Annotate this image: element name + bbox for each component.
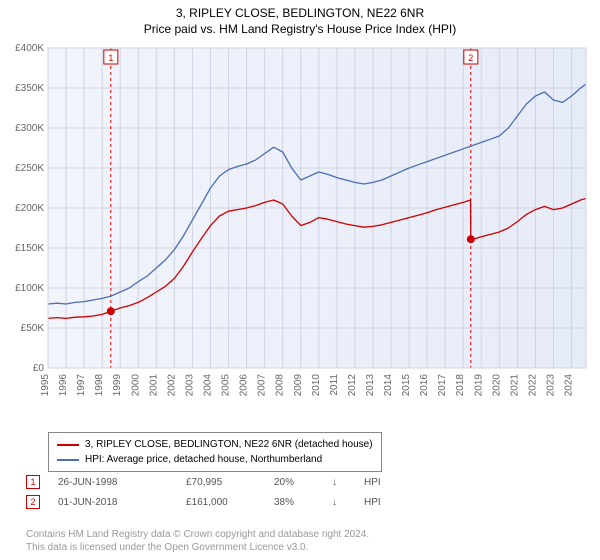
sale-vs: HPI (364, 497, 381, 508)
sale-pct: 20% (274, 477, 314, 488)
svg-text:2024: 2024 (564, 374, 575, 397)
legend-label: 3, RIPLEY CLOSE, BEDLINGTON, NE22 6NR (d… (85, 437, 373, 452)
svg-text:2015: 2015 (401, 374, 412, 397)
svg-text:2003: 2003 (184, 374, 195, 397)
svg-text:£0: £0 (33, 363, 45, 374)
sale-date: 01-JUN-2018 (58, 497, 168, 508)
svg-text:£50K: £50K (21, 323, 45, 334)
svg-text:2021: 2021 (509, 374, 520, 397)
svg-text:1: 1 (108, 53, 113, 63)
svg-text:2005: 2005 (221, 374, 232, 397)
svg-text:2: 2 (468, 53, 473, 63)
sales-table: 1 26-JUN-1998 £70,995 20% ↓ HPI 2 01-JUN… (26, 472, 381, 512)
chart-subtitle: Price paid vs. HM Land Registry's House … (0, 22, 600, 36)
svg-text:2001: 2001 (148, 374, 159, 397)
svg-text:2017: 2017 (437, 374, 448, 397)
svg-text:2007: 2007 (257, 374, 268, 397)
table-row: 2 01-JUN-2018 £161,000 38% ↓ HPI (26, 492, 381, 512)
legend-swatch (57, 444, 79, 446)
svg-text:2020: 2020 (491, 374, 502, 397)
svg-text:1997: 1997 (76, 374, 87, 397)
sale-price: £161,000 (186, 497, 256, 508)
chart-area: £0 £50K £100K £150K £200K £250K £300K £350K £400… (8, 44, 592, 424)
svg-text:2011: 2011 (329, 374, 340, 396)
svg-text:2008: 2008 (275, 374, 286, 397)
svg-text:£150K: £150K (15, 243, 44, 254)
svg-text:2018: 2018 (455, 374, 466, 397)
legend: 3, RIPLEY CLOSE, BEDLINGTON, NE22 6NR (d… (48, 432, 382, 472)
sale-date: 26-JUN-1998 (58, 477, 168, 488)
svg-text:£200K: £200K (15, 203, 44, 214)
down-arrow-icon: ↓ (332, 477, 346, 488)
sale-pct: 38% (274, 497, 314, 508)
svg-text:£100K: £100K (15, 283, 44, 294)
svg-text:1999: 1999 (112, 374, 123, 397)
svg-text:2013: 2013 (365, 374, 376, 397)
svg-text:£350K: £350K (15, 83, 44, 94)
svg-text:2006: 2006 (239, 374, 250, 397)
legend-item: 3, RIPLEY CLOSE, BEDLINGTON, NE22 6NR (d… (57, 437, 373, 452)
svg-text:2019: 2019 (473, 374, 484, 397)
svg-text:£300K: £300K (15, 123, 44, 134)
sale-marker-icon: 2 (26, 495, 40, 509)
legend-item: HPI: Average price, detached house, Nort… (57, 452, 373, 467)
svg-text:2009: 2009 (293, 374, 304, 397)
table-row: 1 26-JUN-1998 £70,995 20% ↓ HPI (26, 472, 381, 492)
svg-text:2023: 2023 (546, 374, 557, 397)
svg-text:1998: 1998 (94, 374, 105, 397)
svg-text:1995: 1995 (40, 374, 51, 397)
down-arrow-icon: ↓ (332, 497, 346, 508)
svg-text:£250K: £250K (15, 163, 44, 174)
svg-text:1996: 1996 (58, 374, 69, 397)
svg-text:2000: 2000 (130, 374, 141, 397)
svg-text:2004: 2004 (202, 374, 213, 397)
svg-text:2022: 2022 (527, 374, 538, 397)
footnote-line: Contains HM Land Registry data © Crown c… (26, 528, 369, 541)
sale-price: £70,995 (186, 477, 256, 488)
svg-text:£400K: £400K (15, 44, 44, 54)
footnote: Contains HM Land Registry data © Crown c… (26, 528, 369, 554)
svg-text:2012: 2012 (347, 374, 358, 397)
chart-svg: £0 £50K £100K £150K £200K £250K £300K £350K £400… (8, 44, 592, 424)
legend-swatch (57, 459, 79, 461)
svg-text:2016: 2016 (419, 374, 430, 397)
svg-text:2002: 2002 (166, 374, 177, 397)
sale-vs: HPI (364, 477, 381, 488)
legend-label: HPI: Average price, detached house, Nort… (85, 452, 322, 467)
sale-marker-icon: 1 (26, 475, 40, 489)
svg-text:2014: 2014 (383, 374, 394, 397)
chart-title: 3, RIPLEY CLOSE, BEDLINGTON, NE22 6NR (0, 6, 600, 20)
footnote-line: This data is licensed under the Open Gov… (26, 541, 369, 554)
svg-text:2010: 2010 (311, 374, 322, 397)
